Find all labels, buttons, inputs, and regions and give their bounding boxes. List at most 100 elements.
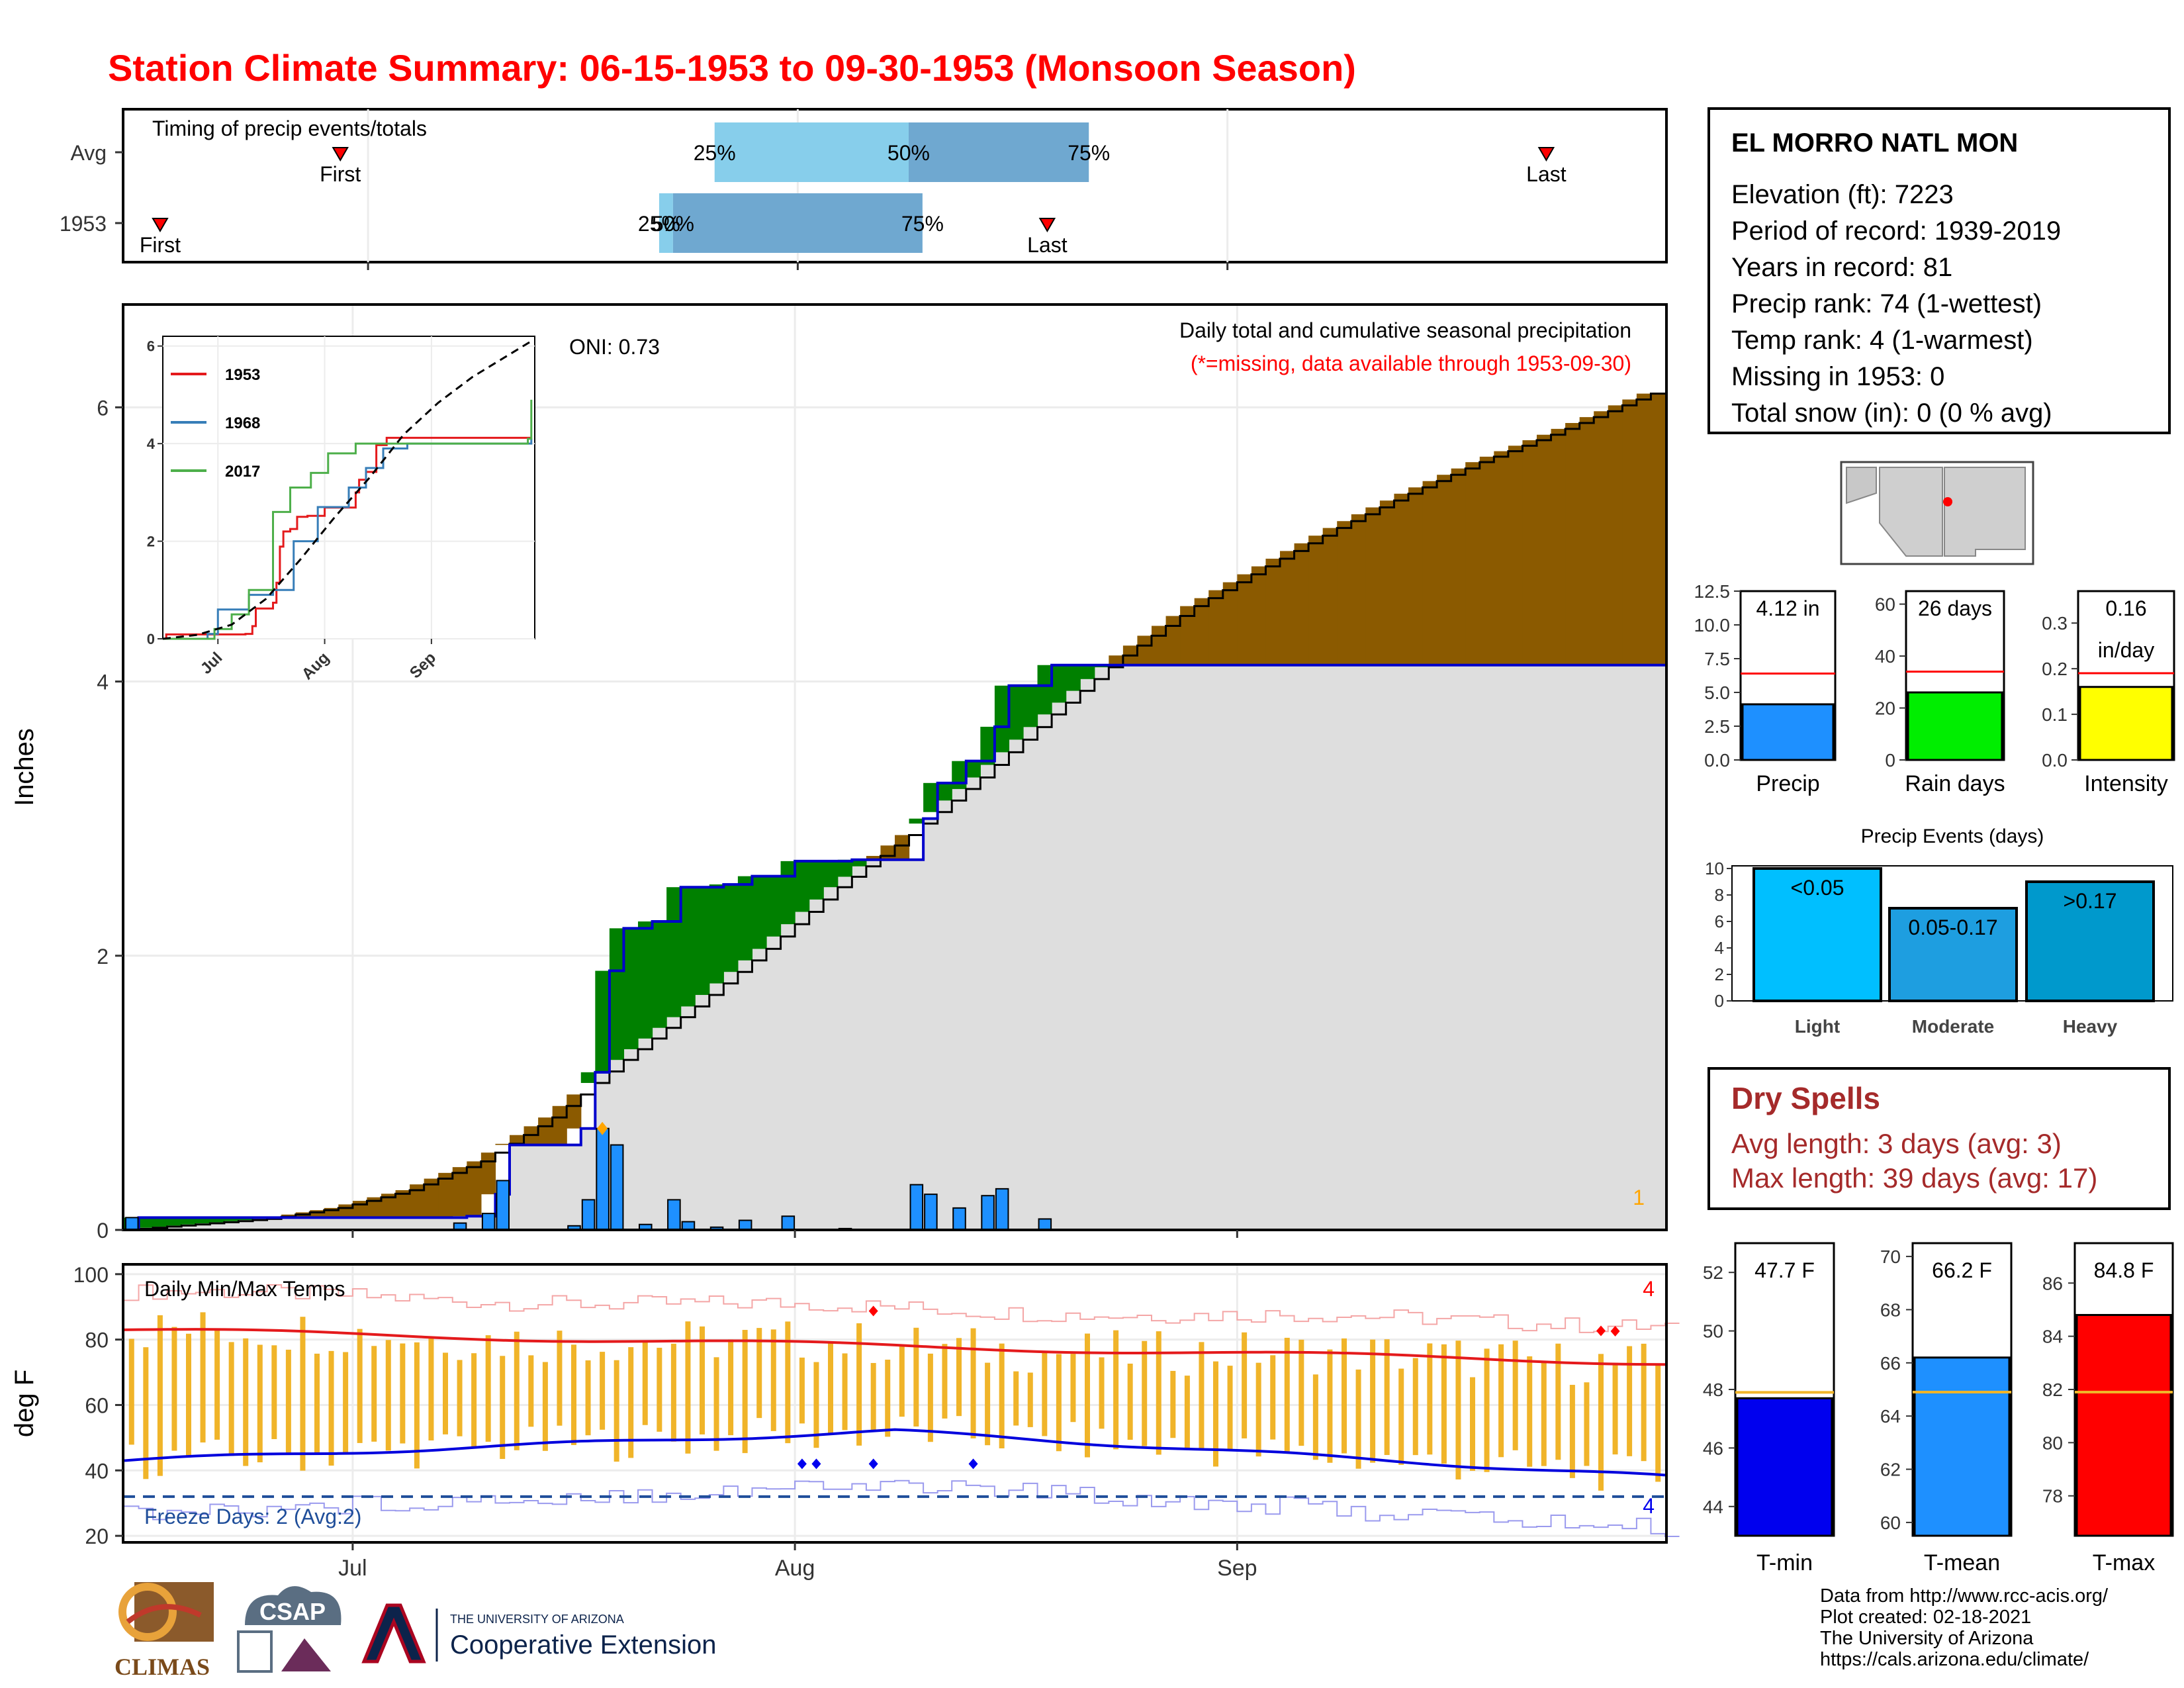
precip-y-axis-label: Inches xyxy=(10,728,39,806)
temp-y-axis-label: deg F xyxy=(10,1370,39,1437)
temp-daily-bar xyxy=(285,1349,291,1453)
daily-precip-bar-19 xyxy=(995,1188,1009,1231)
precip-avg-cumulative-line xyxy=(124,393,1665,1231)
temp-daily-bar xyxy=(770,1329,776,1431)
daily-precip-bar-12 xyxy=(738,1219,752,1231)
precip-diff-segment xyxy=(1023,685,1038,727)
precip-diff-segment xyxy=(1537,434,1552,665)
precip-diff-segment xyxy=(1009,685,1024,740)
temp-daily-bar xyxy=(1227,1366,1233,1451)
temp-daily-bar xyxy=(1156,1331,1161,1455)
precip-diff-segment xyxy=(1222,582,1238,665)
temp-daily-bar xyxy=(357,1329,363,1443)
temp-summary-ytick-label-0-4: 52 xyxy=(1703,1262,1723,1283)
temp-daily-bar xyxy=(870,1363,876,1432)
temp-daily-bar xyxy=(1255,1362,1261,1457)
precip-diff-segment xyxy=(153,1217,168,1227)
timing-last-label-0: Last xyxy=(1526,162,1567,186)
temp-daily-bar xyxy=(528,1355,534,1427)
precip-diff-segment xyxy=(195,1217,210,1224)
record-low-count: 4 xyxy=(1643,1494,1655,1518)
temp-summary-ytick-label-0-0: 44 xyxy=(1703,1497,1723,1517)
precip-diff-segment xyxy=(1465,462,1480,665)
inset-series-line-2 xyxy=(163,399,533,640)
ua-small-text: THE UNIVERSITY OF ARIZONA xyxy=(450,1613,624,1626)
precip-current-fill xyxy=(124,665,1665,1230)
temp-daily-bar xyxy=(657,1348,662,1432)
station-years: Years in record: 81 xyxy=(1731,253,1953,282)
timing-quantile-label-1-1: 50% xyxy=(652,212,694,236)
inset-ytick-label-3: 6 xyxy=(147,338,155,355)
ua-extension-logo-icon: THE UNIVERSITY OF ARIZONA Cooperative Ex… xyxy=(361,1603,716,1664)
precip-diff-segment xyxy=(310,1210,325,1218)
summary-ytick-label-0-4: 10.0 xyxy=(1694,615,1731,635)
summary-ytick-label-1-2: 40 xyxy=(1875,646,1895,667)
temp-record-low-marker-1 xyxy=(811,1458,821,1470)
precip-diff-segment xyxy=(1265,558,1281,665)
temp-daily-bar xyxy=(328,1350,334,1466)
temp-summary-category-label-0: T-min xyxy=(1756,1550,1813,1575)
precip-diff-segment xyxy=(367,1197,382,1218)
temp-daily-bar xyxy=(457,1360,463,1436)
timing-first-marker-1 xyxy=(152,218,169,232)
temp-daily-bar xyxy=(1498,1344,1504,1458)
temp-daily-bar xyxy=(571,1344,576,1446)
temp-daily-bar xyxy=(1412,1358,1418,1456)
daily-precip-bar-7 xyxy=(610,1144,624,1231)
temp-daily-bar xyxy=(713,1357,719,1451)
precip-diff-segment xyxy=(866,856,882,860)
temp-xtick-label-0: Jul xyxy=(338,1556,367,1581)
temp-avg-min-line xyxy=(124,1428,1666,1477)
ua-extension-logo: THE UNIVERSITY OF ARIZONA Cooperative Ex… xyxy=(361,1602,758,1668)
temp-daily-bar xyxy=(1569,1385,1575,1478)
temp-daily-bar xyxy=(428,1336,434,1441)
events-bar-label-1: 0.05-0.17 xyxy=(1908,915,1997,939)
temp-daily-bar xyxy=(1384,1339,1390,1455)
temp-daily-bar xyxy=(385,1340,391,1451)
temp-daily-bar xyxy=(143,1347,149,1479)
temp-record-high-marker-2 xyxy=(1610,1325,1620,1336)
temp-daily-bar xyxy=(600,1352,606,1430)
temp-daily-bar xyxy=(1541,1362,1547,1466)
temp-daily-bar xyxy=(1355,1369,1361,1469)
footer-credits: Data from http://www.rcc-acis.org/ Plot … xyxy=(1820,1585,2108,1670)
temp-daily-bar xyxy=(200,1312,206,1443)
precip-diff-segment xyxy=(1651,393,1666,665)
precip-diff-segment xyxy=(395,1190,410,1218)
station-period: Period of record: 1939-2019 xyxy=(1731,216,2062,246)
temp-daily-bar xyxy=(171,1327,177,1451)
precip-diff-segment xyxy=(1379,500,1395,665)
temp-daily-bar xyxy=(343,1352,349,1454)
summary-ytick-label-2-1: 0.1 xyxy=(2042,704,2068,725)
temp-daily-bar xyxy=(471,1353,477,1448)
timing-quantile-label-1-2: 75% xyxy=(901,212,944,236)
summary-ytick-label-1-0: 0 xyxy=(1885,750,1895,771)
temp-daily-bar xyxy=(985,1362,991,1446)
precip-diff-segment xyxy=(1437,475,1452,665)
temp-summary-ytick-label-2-4: 86 xyxy=(2042,1273,2063,1293)
temp-daily-bar xyxy=(1170,1370,1176,1438)
events-bar-2 xyxy=(2025,880,2155,1002)
temp-daily-bar xyxy=(1584,1382,1590,1466)
precip-panel-subtitle: (*=missing, data available through 1953-… xyxy=(1191,352,1631,375)
temp-daily-bar xyxy=(1512,1340,1518,1450)
precip-diff-segment xyxy=(1422,481,1437,665)
temp-daily-bar xyxy=(1013,1371,1019,1426)
temp-summary-ytick-label-0-1: 46 xyxy=(1703,1438,1723,1458)
temp-daily-bar xyxy=(1441,1344,1447,1464)
summary-ytick-label-0-5: 12.5 xyxy=(1694,581,1731,602)
temp-daily-bar xyxy=(828,1342,833,1436)
temp-daily-bar xyxy=(1342,1338,1347,1454)
inset-series-line-3 xyxy=(162,340,532,640)
temp-daily-bar xyxy=(157,1315,163,1476)
temp-daily-bar xyxy=(1142,1340,1148,1446)
events-category-label-1: Moderate xyxy=(1912,1016,1994,1037)
precip-diff-segment xyxy=(424,1178,439,1218)
precip-diff-segment xyxy=(737,876,753,961)
temp-record-low-marker-3 xyxy=(968,1458,978,1470)
temp-daily-bar xyxy=(685,1321,691,1454)
precip-diff-segment xyxy=(381,1194,396,1218)
precip-diff-segment xyxy=(567,1094,582,1129)
temp-daily-bar xyxy=(700,1326,705,1434)
temp-daily-bar xyxy=(799,1357,805,1424)
